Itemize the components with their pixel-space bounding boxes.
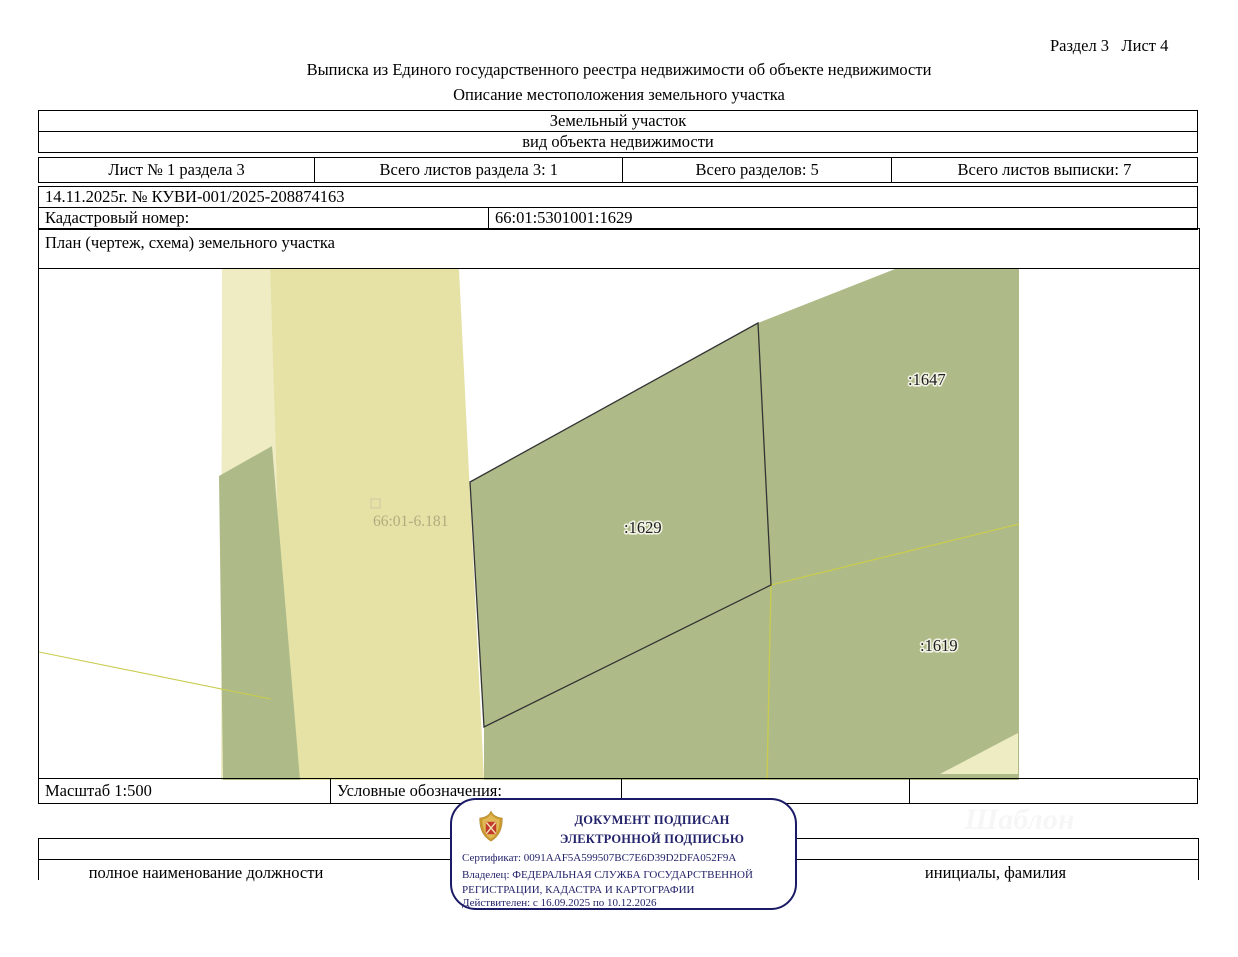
svg-text::1619: :1619 (920, 636, 958, 655)
svg-text::1647: :1647 (908, 370, 946, 389)
svg-text:66:01-6.181: 66:01-6.181 (373, 513, 448, 530)
svg-text::1629: :1629 (624, 518, 662, 537)
